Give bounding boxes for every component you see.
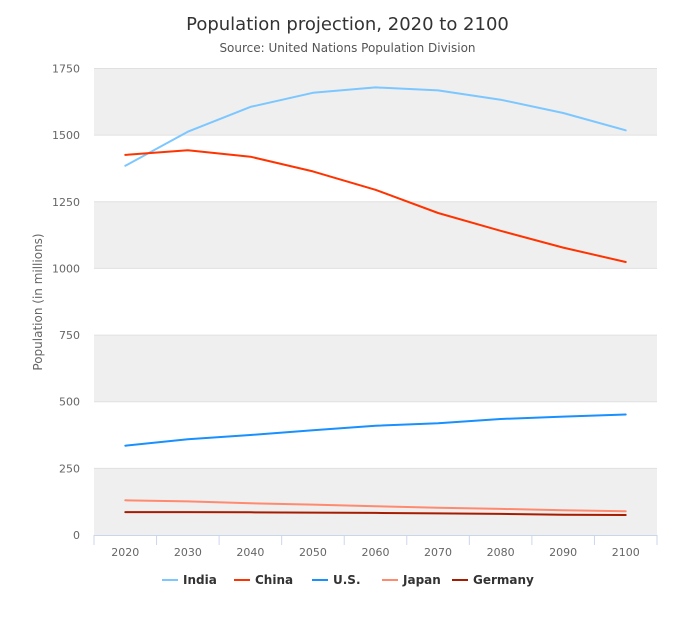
legend-label: U.S. xyxy=(333,573,361,587)
plot-band xyxy=(94,335,657,402)
legend-label: China xyxy=(255,573,293,587)
plot-band xyxy=(94,201,657,269)
legend-item-japan[interactable]: Japan xyxy=(382,573,441,587)
plot-bands xyxy=(94,68,657,535)
legend-item-germany[interactable]: Germany xyxy=(452,573,534,587)
x-tick-label: 2050 xyxy=(299,546,327,559)
y-tick-label: 1000 xyxy=(52,262,80,275)
x-tick-label: 2030 xyxy=(174,546,202,559)
legend-item-us[interactable]: U.S. xyxy=(312,573,361,587)
series-line-india[interactable] xyxy=(124,86,627,167)
chart-subtitle: Source: United Nations Population Divisi… xyxy=(219,41,475,55)
x-tick-label: 2020 xyxy=(111,546,139,559)
y-tick-label: 1750 xyxy=(52,63,80,76)
series-line-us[interactable] xyxy=(124,413,627,447)
series-line-japan[interactable] xyxy=(124,499,627,513)
y-axis-title: Population (in millions) xyxy=(31,233,45,370)
series-line-china[interactable] xyxy=(124,149,627,263)
x-tick-label: 2100 xyxy=(612,546,640,559)
x-tick-label: 2070 xyxy=(424,546,452,559)
series-line-germany[interactable] xyxy=(124,511,627,516)
legend-label: India xyxy=(183,573,217,587)
legend-label: Germany xyxy=(473,573,534,587)
y-tick-label: 500 xyxy=(59,396,80,409)
y-tick-label: 1250 xyxy=(52,196,80,209)
legend: India China U.S. Japan Germany xyxy=(162,573,534,587)
y-tick-label: 1500 xyxy=(52,129,80,142)
legend-label: Japan xyxy=(402,573,441,587)
y-axis: 0 250 500 750 1000 1250 1500 1750 xyxy=(52,63,80,543)
legend-item-china[interactable]: China xyxy=(234,573,293,587)
plot-band xyxy=(94,68,657,136)
y-tick-label: 750 xyxy=(59,329,80,342)
chart-title: Population projection, 2020 to 2100 xyxy=(186,14,509,35)
x-tick-label: 2060 xyxy=(362,546,390,559)
y-tick-label: 250 xyxy=(59,462,80,475)
x-tick-label: 2090 xyxy=(549,546,577,559)
series-lines xyxy=(124,86,627,516)
x-tick-label: 2040 xyxy=(236,546,264,559)
legend-item-india[interactable]: India xyxy=(162,573,217,587)
y-tick-label: 0 xyxy=(73,529,80,542)
x-axis: 2020 2030 2040 2050 2060 2070 2080 2090 2100 xyxy=(93,535,658,559)
x-tick-label: 2080 xyxy=(487,546,515,559)
